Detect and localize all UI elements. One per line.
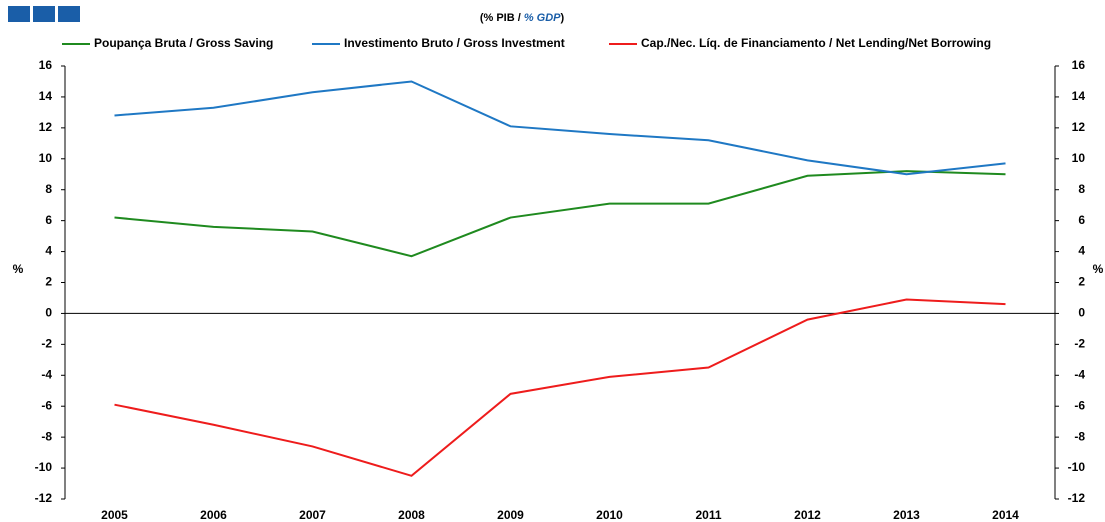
chart-title: (% PIB / % GDP) [480,12,565,24]
series-line [114,170,1006,258]
y-tick-label: -6 [41,398,52,412]
y2-tick-label: 4 [1078,244,1085,258]
y2-tick-label: 16 [1072,58,1086,72]
legend-label: Poupança Bruta / Gross Saving [94,36,273,50]
series-line [114,80,1006,176]
y-tick-label: 2 [45,275,52,289]
y2-tick-label: 2 [1078,275,1085,289]
logo [8,6,80,22]
series-line [114,298,1006,477]
y-tick-label: 14 [39,89,53,103]
y-tick-label: 10 [39,151,53,165]
y2-tick-label: 14 [1072,89,1086,103]
y2-tick-label: 0 [1078,306,1085,320]
y-tick-label: -12 [35,491,53,505]
title-part: (% PIB / [480,12,524,24]
y-tick-label: 0 [45,306,52,320]
y-tick-label: -2 [41,337,52,351]
y2-tick-label: 12 [1072,120,1086,134]
y-tick-label: -10 [35,460,53,474]
y2-tick-label: 6 [1078,213,1085,227]
y-tick-label: 8 [45,182,52,196]
y-tick-label: 16 [39,58,53,72]
logo-block [33,6,55,22]
y2-tick-label: -2 [1074,337,1085,351]
logo-block [58,6,80,22]
x-tick-label: 2010 [596,508,623,522]
title-part: ) [561,12,565,24]
y-axis-label: % [13,262,24,276]
y2-tick-label: -10 [1068,460,1086,474]
logo-block [8,6,30,22]
x-tick-label: 2012 [794,508,821,522]
y2-tick-label: -8 [1074,429,1085,443]
x-tick-label: 2005 [101,508,128,522]
y2-tick-label: -4 [1074,367,1085,381]
x-tick-label: 2014 [992,508,1019,522]
x-tick-label: 2009 [497,508,524,522]
title-part: % GDP [524,12,561,24]
x-tick-label: 2013 [893,508,920,522]
y2-tick-label: -12 [1068,491,1086,505]
y-tick-label: 4 [45,244,52,258]
y2-axis-label: % [1093,262,1104,276]
x-tick-label: 2006 [200,508,227,522]
x-tick-label: 2011 [695,508,721,522]
y2-tick-label: -6 [1074,398,1085,412]
y-tick-label: 12 [39,120,53,134]
x-tick-label: 2008 [398,508,425,522]
y2-tick-label: 8 [1078,182,1085,196]
y2-tick-label: 10 [1072,151,1086,165]
y-tick-label: -8 [41,429,52,443]
legend-label: Investimento Bruto / Gross Investment [344,36,565,50]
y-tick-label: -4 [41,367,52,381]
x-tick-label: 2007 [299,508,326,522]
y-tick-label: 6 [45,213,52,227]
legend-label: Cap./Nec. Líq. de Financiamento / Net Le… [641,36,991,50]
